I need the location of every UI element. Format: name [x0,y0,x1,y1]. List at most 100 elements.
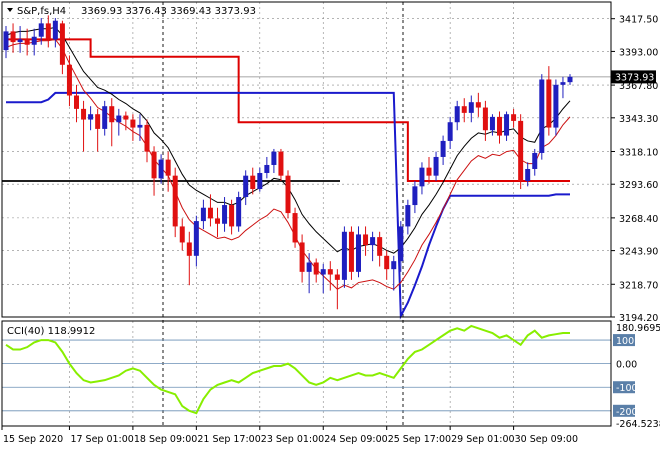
candle-body [334,274,340,280]
candle-body [10,31,16,43]
price-tick-label: 3194.20 [619,313,658,324]
candle-body [405,205,411,227]
time-tick-label: 30 Sep 09:00 [515,434,578,445]
candle-body [546,79,552,128]
candle-body [81,108,87,120]
candle-body [59,23,65,65]
grid [2,2,611,426]
cci-level-tag [613,334,635,347]
candle-body [109,106,115,123]
candle-body [165,159,171,176]
candle-body [363,234,369,246]
candle-body [292,213,298,243]
cci-label: CCI(40) 118.9912 [7,326,95,337]
main-panel-frame [1,1,612,318]
candle-body [200,207,206,222]
candle-body [447,122,453,141]
candle-body [102,106,108,129]
candle-body [229,205,235,227]
time-tick-label: 29 Sep 01:00 [451,434,514,445]
candle-body [3,31,9,51]
candle-body [38,23,44,37]
candle-body [320,269,326,275]
candle-body [144,124,150,152]
candle-body [489,116,495,131]
candle-body [370,237,376,246]
indicator-panel-frame [1,320,612,427]
price-tag-bg [611,70,656,84]
candle-body [433,156,439,176]
time-tick-label: 18 Sep 09:00 [134,434,197,445]
candle-body [482,107,488,131]
candle-body [419,167,425,187]
candle-body [243,175,249,198]
price-tick-label: 3393.00 [619,47,658,58]
candle-body [426,167,432,176]
candle-body [158,159,164,179]
candle-body [31,36,37,45]
cci-level-label: 100 [616,336,634,347]
channel-lower-line [5,38,571,290]
candle-body [74,95,79,109]
candle-body [525,168,531,182]
candle-body [123,115,129,120]
symbol-header[interactable]: S&P,fs,H4 3369.93 3376.43 3369.43 3373.9… [7,6,256,17]
cci-tick-label: -264.5238 [616,419,660,430]
ohlc-values: 3369.93 3376.43 3369.43 3373.93 [81,6,256,17]
candle-body [391,261,397,270]
time-tick-label: 15 Sep 2020 [3,434,63,445]
axes: 3417.50 3393.00 3367.80 3343.30 3318.10 3293.… [1,15,660,445]
candle-body [313,262,319,275]
candle-body [511,114,517,121]
support-line [6,91,570,320]
candle-body [17,39,23,43]
candle-body [440,140,446,157]
candle-body [250,175,256,190]
candle-body [412,186,418,206]
candle-body [306,262,312,272]
candle-body [341,231,347,280]
candle-body [193,221,199,256]
price-tick-label: 3243.90 [619,247,658,258]
price-series [2,15,611,320]
candle-body [539,79,545,153]
candle-body [257,172,263,190]
cci-series [2,324,611,415]
price-tick-label: 3268.40 [619,214,658,225]
candle-body [504,114,510,136]
candle-body [278,151,284,176]
candle-body [236,197,242,227]
candle-body [532,152,538,169]
candle-body [567,76,573,83]
candle-body [45,23,51,40]
candle-body [553,84,559,128]
candle-body [222,205,228,224]
candle-body [151,151,157,179]
price-tick-label: 3293.60 [619,180,658,191]
current-price-tag: 3373.93 [611,70,656,84]
price-tick-label: 3218.70 [619,280,658,291]
symbol-label: S&P,fs,H4 [17,6,66,17]
candle-body [172,175,178,227]
price-tick-label: 3343.30 [619,114,658,125]
time-tick-label: 25 Sep 17:00 [388,434,451,445]
candle-body [454,106,460,123]
time-tick-label: 24 Sep 09:00 [324,434,387,445]
candle-body [299,242,305,272]
price-tick-label: 3318.10 [619,147,658,158]
candle-body [348,231,354,272]
price-tag-value: 3373.93 [615,72,654,83]
candle-body [130,119,136,128]
chevron-down-icon[interactable] [7,8,13,12]
candle-body [88,114,94,120]
candle-body [116,115,122,123]
candle-body [95,114,101,129]
candle-body [475,102,481,108]
cci-tick-label: 180.9695 [616,323,660,334]
price-tick-label: 3417.50 [619,15,658,26]
candle-body [285,175,291,214]
time-tick-label: 17 Sep 01:00 [70,434,133,445]
candle-body [271,151,277,165]
candle-body [207,207,213,219]
